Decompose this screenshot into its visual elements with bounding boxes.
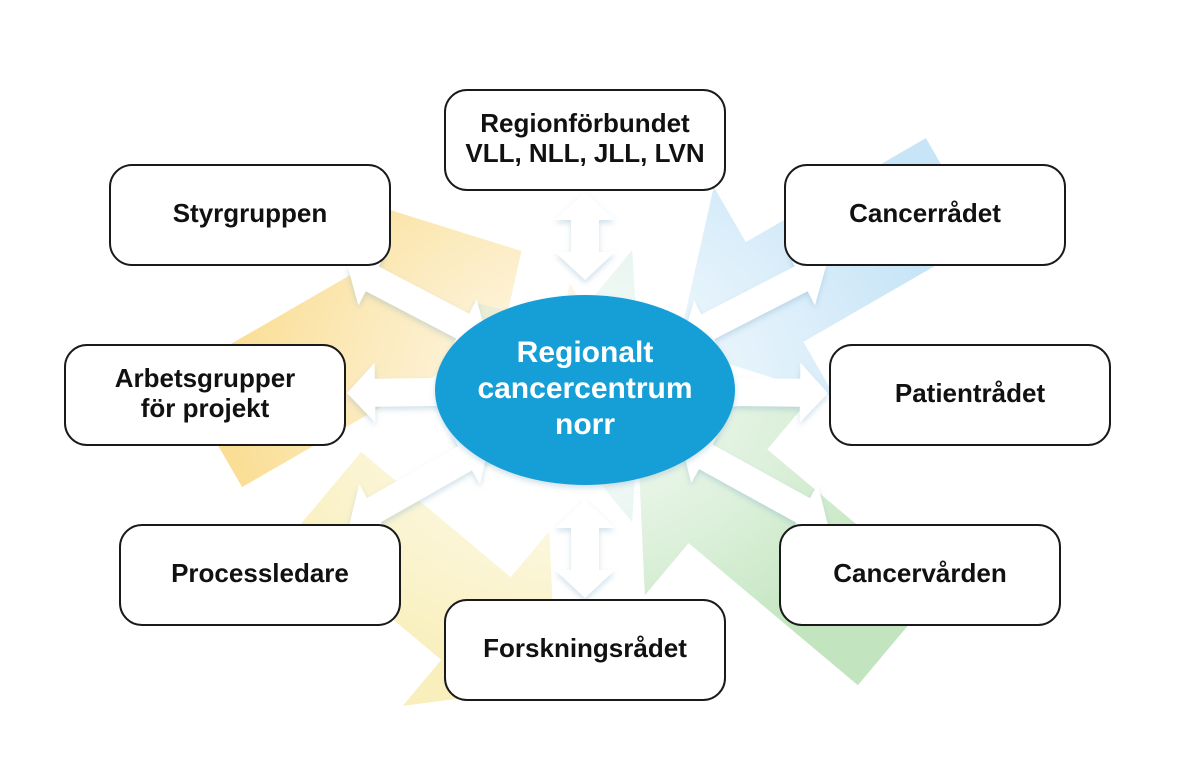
node-cancerradet: Cancerrådet [785, 165, 1065, 265]
node-label-cancervarden: Cancervården [833, 558, 1006, 588]
node-processledare: Processledare [120, 525, 400, 625]
node-label-patientradet: Patientrådet [895, 378, 1046, 408]
node-label-cancerradet: Cancerrådet [849, 198, 1001, 228]
node-arbetsgrupper: Arbetsgrupperför projekt [65, 345, 345, 445]
node-label-processledare: Processledare [171, 558, 349, 588]
node-label-arbetsgrupper: Arbetsgrupperför projekt [115, 363, 296, 423]
node-label-styrgruppen: Styrgruppen [173, 198, 328, 228]
node-patientradet: Patientrådet [830, 345, 1110, 445]
node-regionforbundet: RegionförbundetVLL, NLL, JLL, LVN [445, 90, 725, 190]
node-forskningsradet: Forskningsrådet [445, 600, 725, 700]
node-label-forskningsradet: Forskningsrådet [483, 633, 687, 663]
node-label-regionforbundet: RegionförbundetVLL, NLL, JLL, LVN [465, 108, 704, 168]
node-cancervarden: Cancervården [780, 525, 1060, 625]
node-styrgruppen: Styrgruppen [110, 165, 390, 265]
